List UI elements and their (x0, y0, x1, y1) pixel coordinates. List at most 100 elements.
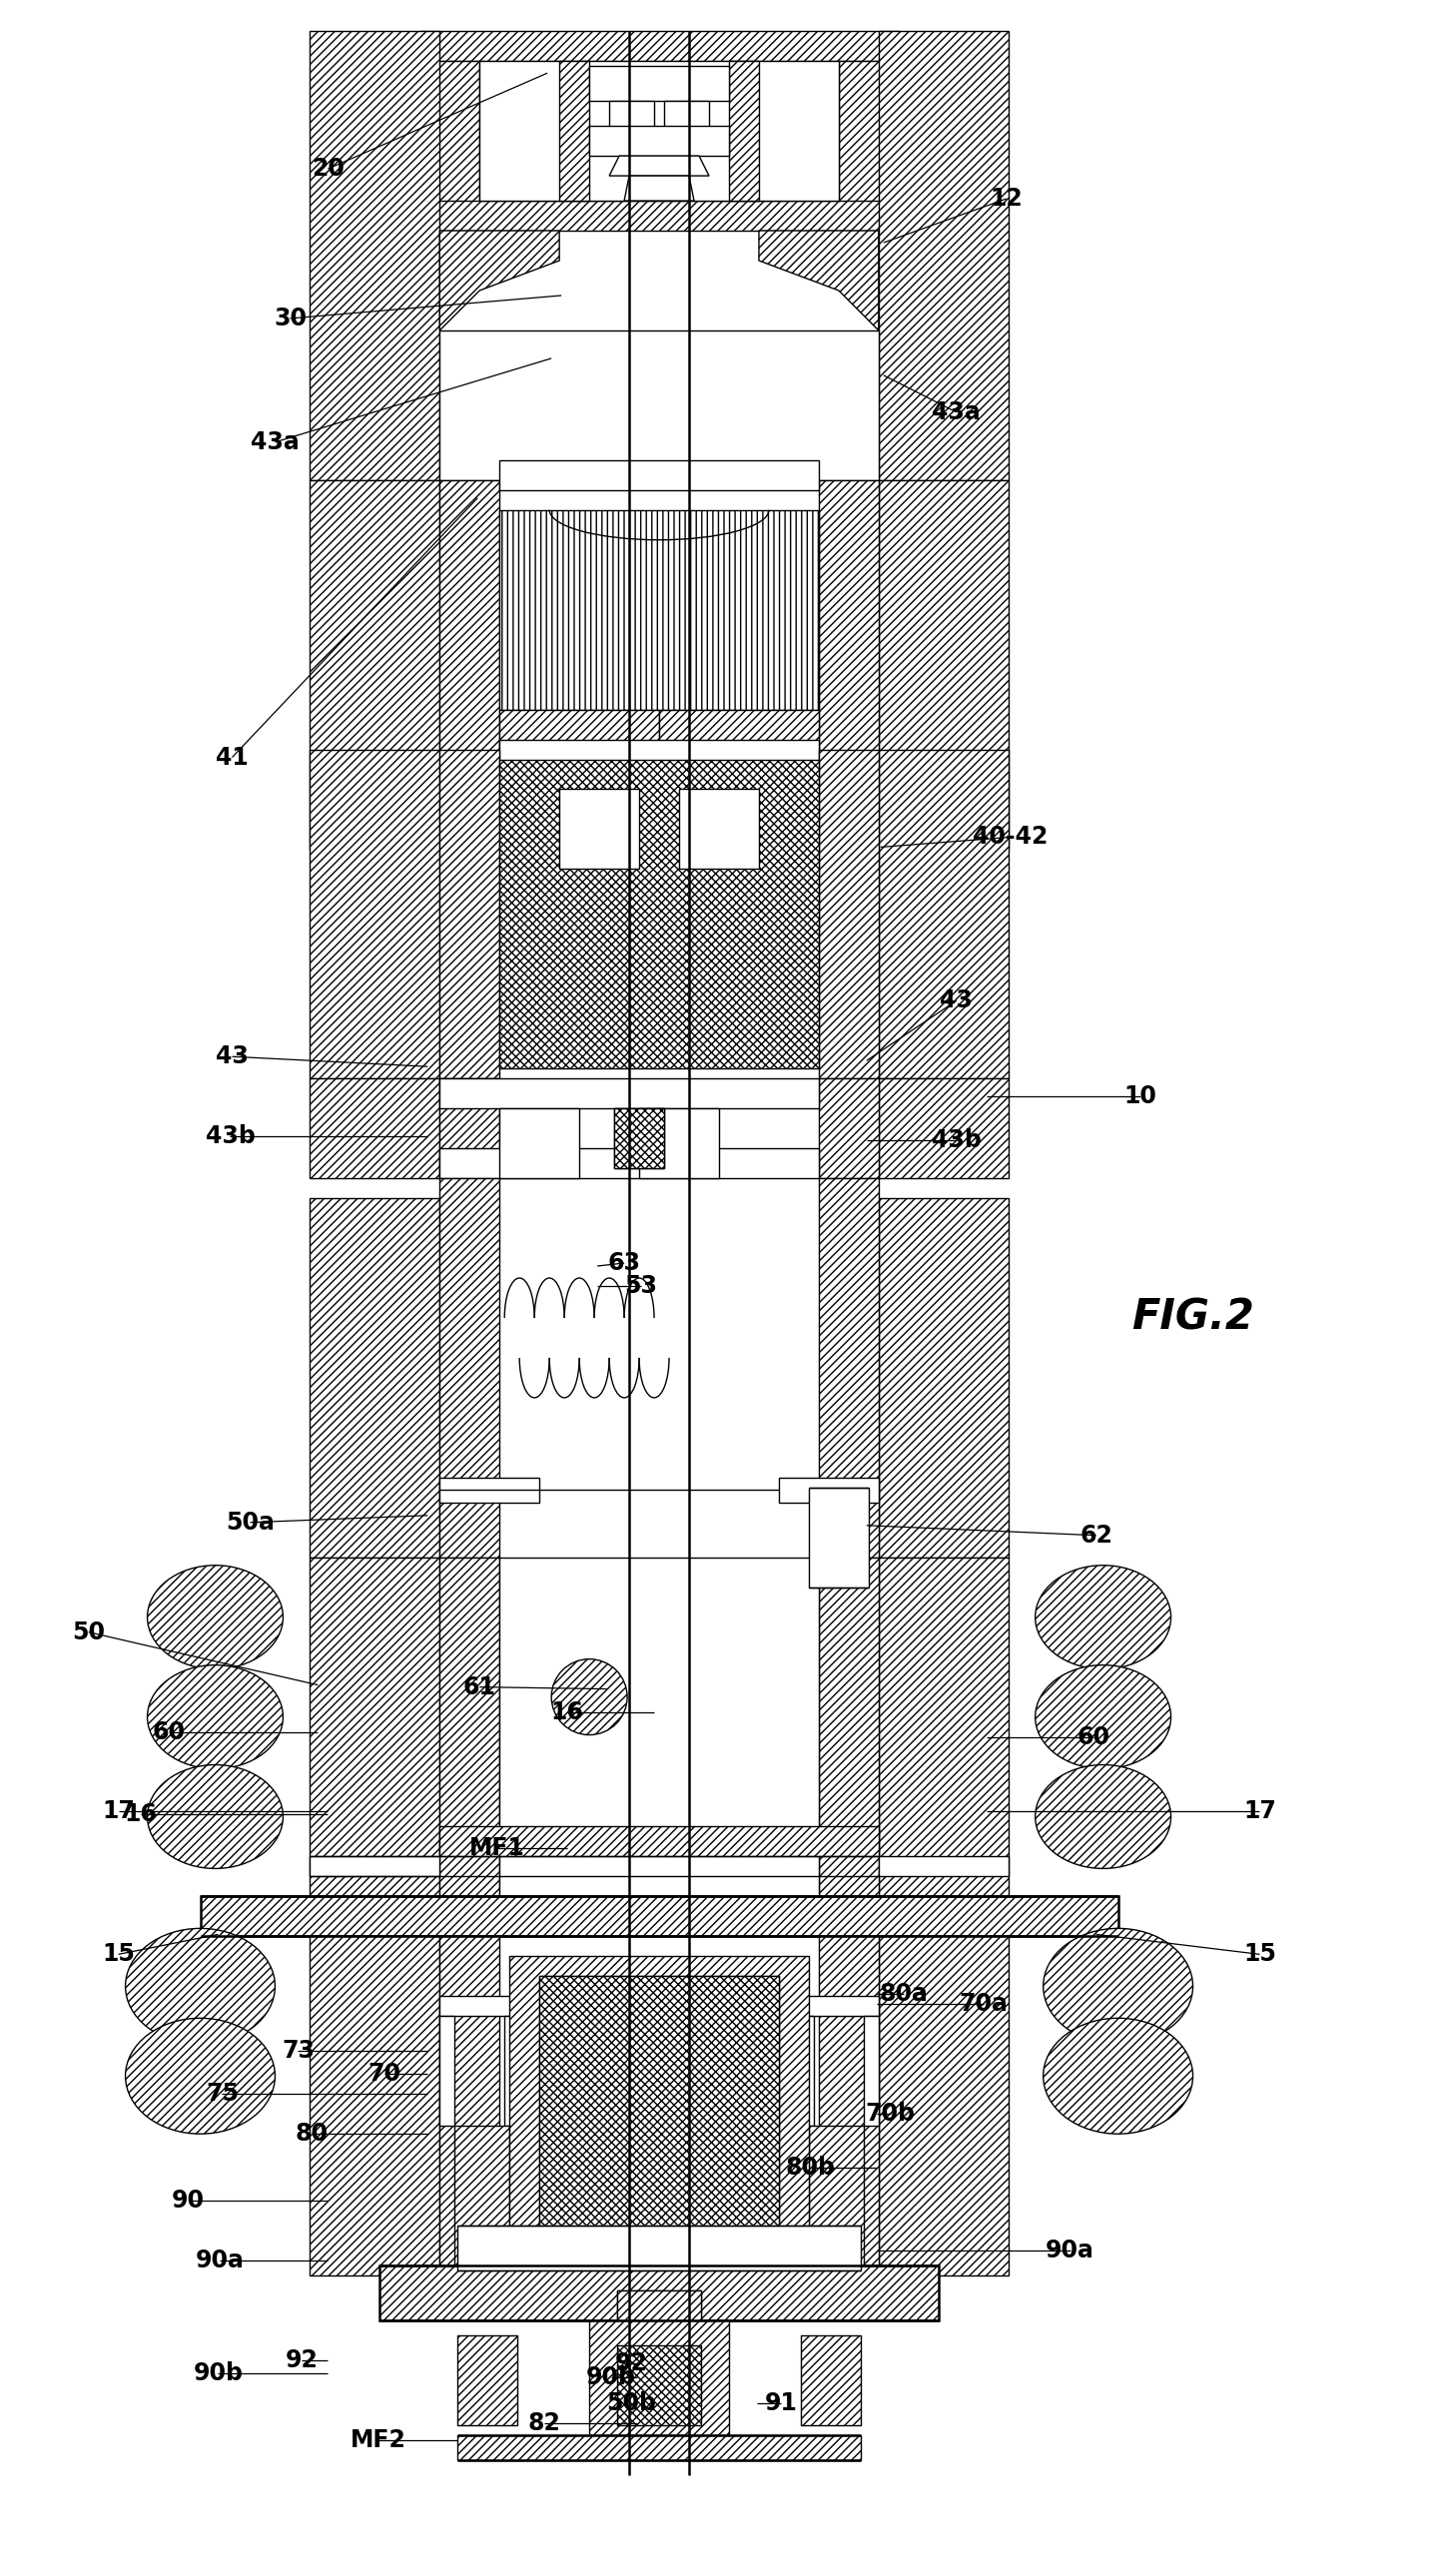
Text: 70: 70 (369, 2061, 402, 2087)
Ellipse shape (1043, 2017, 1192, 2133)
Ellipse shape (148, 1566, 283, 1669)
Bar (878, 1857, 1009, 1875)
Bar (439, 2017, 455, 2125)
Bar (540, 1976, 779, 2257)
Bar (819, 1079, 878, 1177)
Bar (439, 1996, 519, 2017)
Bar (617, 2290, 702, 2342)
Bar (878, 479, 1009, 850)
Bar (809, 2125, 864, 2264)
Bar (878, 31, 1009, 479)
Text: 16: 16 (123, 1803, 156, 1826)
Bar (799, 1996, 878, 2017)
Polygon shape (759, 232, 878, 330)
Text: 90a: 90a (195, 2249, 244, 2272)
Bar (439, 1149, 819, 1177)
Bar (479, 62, 838, 201)
Bar (499, 510, 819, 708)
Text: 92: 92 (286, 2349, 319, 2372)
Bar (801, 2336, 861, 2424)
Text: MF2: MF2 (350, 2429, 406, 2452)
Ellipse shape (1035, 1566, 1171, 1669)
Text: 90a: 90a (1046, 2239, 1095, 2262)
Bar (439, 330, 878, 479)
Bar (499, 1558, 819, 1927)
Bar (505, 2017, 519, 2125)
Bar (809, 1486, 868, 1587)
Text: 82: 82 (528, 2411, 561, 2434)
Bar (439, 479, 499, 850)
Text: 91: 91 (765, 2391, 798, 2416)
Ellipse shape (1035, 1765, 1171, 1868)
Bar (878, 1198, 1009, 1558)
Bar (458, 2434, 861, 2460)
Text: 50a: 50a (225, 1510, 274, 1535)
Bar (310, 1198, 439, 1558)
Bar (310, 1558, 439, 1927)
Bar (499, 1108, 580, 1177)
Ellipse shape (125, 2017, 276, 2133)
Bar (590, 67, 729, 100)
Bar (455, 2125, 509, 2264)
Text: MF1: MF1 (469, 1837, 525, 1860)
Text: 90: 90 (172, 2190, 205, 2213)
Bar (819, 1558, 878, 1927)
Text: 80: 80 (296, 2123, 329, 2146)
Text: 50b: 50b (606, 2391, 656, 2416)
Bar (310, 1079, 439, 1177)
Text: 43a: 43a (251, 430, 300, 453)
Ellipse shape (551, 1659, 627, 1734)
Bar (614, 1108, 664, 1170)
Text: 15: 15 (102, 1942, 135, 1965)
Text: 43a: 43a (933, 399, 980, 425)
Polygon shape (624, 175, 695, 201)
Bar (560, 788, 639, 868)
Ellipse shape (148, 1664, 283, 1770)
Text: 40-42: 40-42 (973, 824, 1048, 850)
Bar (439, 1937, 499, 2275)
Polygon shape (439, 232, 560, 330)
Text: 15: 15 (1243, 1942, 1276, 1965)
Text: 30: 30 (274, 307, 307, 330)
Bar (439, 1079, 499, 1177)
Text: 41: 41 (215, 744, 248, 770)
Text: 60: 60 (1076, 1726, 1109, 1749)
Bar (419, 31, 898, 62)
Bar (310, 31, 439, 479)
Ellipse shape (1043, 1929, 1192, 2045)
Bar (458, 2336, 518, 2424)
Bar (610, 100, 654, 131)
Bar (878, 750, 1009, 1079)
Bar (439, 1479, 540, 1502)
Bar (799, 2017, 814, 2125)
Text: 43: 43 (215, 1046, 248, 1069)
Text: 75: 75 (205, 2081, 238, 2107)
Bar (499, 461, 819, 489)
Bar (659, 708, 819, 770)
Bar (439, 750, 499, 1079)
Text: 61: 61 (464, 1674, 497, 1700)
Bar (779, 1479, 878, 1502)
Text: 53: 53 (624, 1275, 657, 1298)
Bar (617, 2290, 702, 2342)
Text: 50: 50 (72, 1620, 105, 1643)
Bar (310, 1937, 439, 2275)
Bar (729, 62, 759, 201)
Text: FIG.2: FIG.2 (1132, 1296, 1254, 1340)
Bar (819, 479, 878, 850)
Bar (201, 1896, 1118, 1937)
Polygon shape (819, 1177, 878, 1558)
Bar (419, 62, 479, 232)
Bar (499, 739, 819, 770)
Bar (310, 479, 439, 850)
Bar (499, 760, 819, 1069)
Bar (310, 1857, 439, 1875)
Text: 12: 12 (990, 188, 1023, 211)
Bar (560, 62, 590, 201)
Bar (819, 1937, 878, 2275)
Polygon shape (439, 1177, 499, 1558)
Ellipse shape (125, 1929, 276, 2045)
Text: 63: 63 (608, 1252, 640, 1275)
Bar (310, 750, 439, 1079)
Text: 80b: 80b (786, 2156, 835, 2179)
